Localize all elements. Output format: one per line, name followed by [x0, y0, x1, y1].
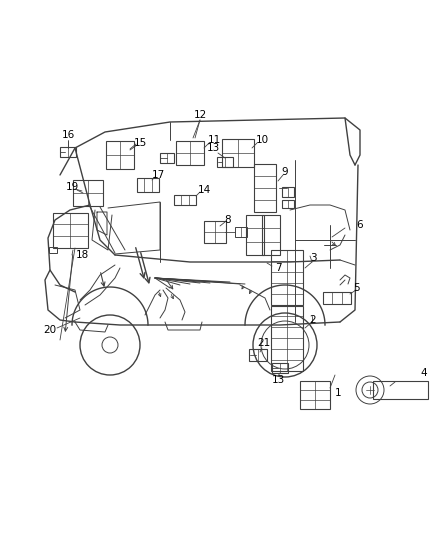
Bar [53, 213, 88, 247]
Text: 19: 19 [65, 182, 79, 192]
Text: 5: 5 [353, 283, 359, 293]
Bar [174, 195, 196, 205]
Text: 1: 1 [335, 388, 341, 398]
Bar [222, 139, 254, 167]
Bar [282, 187, 294, 197]
Text: 11: 11 [207, 135, 221, 145]
Bar [271, 305, 303, 370]
Bar [176, 141, 204, 165]
Bar [254, 164, 276, 212]
Text: 18: 18 [75, 250, 88, 260]
Bar [300, 381, 330, 409]
Bar [160, 153, 174, 163]
Text: 17: 17 [152, 170, 165, 180]
Bar [49, 247, 57, 253]
Text: 8: 8 [225, 215, 231, 225]
Text: 2: 2 [310, 315, 316, 325]
Text: 21: 21 [258, 338, 271, 348]
Text: 6: 6 [357, 220, 363, 230]
Bar [323, 292, 351, 304]
Bar [60, 147, 76, 157]
Text: 12: 12 [193, 110, 207, 120]
Text: 13: 13 [206, 143, 219, 153]
Bar [137, 178, 159, 192]
Bar [272, 363, 288, 373]
Bar [73, 180, 103, 206]
Text: 4: 4 [420, 368, 427, 378]
Text: 9: 9 [282, 167, 288, 177]
Bar [262, 215, 280, 255]
Bar [246, 215, 264, 255]
Text: 13: 13 [272, 375, 285, 385]
Bar [372, 381, 427, 399]
Text: 10: 10 [255, 135, 268, 145]
Text: 15: 15 [134, 138, 147, 148]
Text: 14: 14 [198, 185, 211, 195]
Bar [282, 200, 294, 208]
Bar [271, 249, 303, 304]
Text: 16: 16 [61, 130, 74, 140]
Text: 7: 7 [275, 263, 281, 273]
Text: 20: 20 [43, 325, 57, 335]
Bar [106, 141, 134, 169]
Text: 3: 3 [310, 253, 316, 263]
Bar [235, 227, 247, 237]
Bar [204, 221, 226, 243]
Bar [249, 349, 267, 361]
Bar [217, 157, 233, 167]
